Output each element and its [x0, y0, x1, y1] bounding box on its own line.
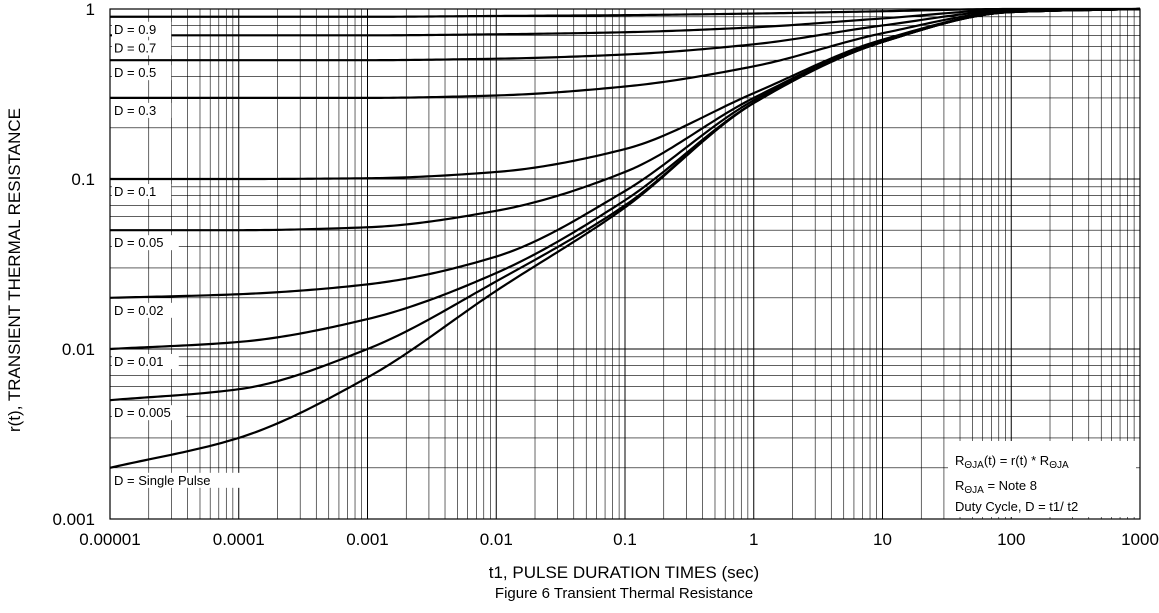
y-axis-title: r(t), TRANSIENT THERMAL RESISTANCE — [5, 108, 24, 432]
x-tick-label: 0.1 — [613, 530, 637, 549]
series-label: D = 0.5 — [114, 65, 156, 80]
series-label: D = 0.7 — [114, 40, 156, 55]
note-sub-thetaja-3: ΘJA — [964, 485, 984, 496]
series-curve — [110, 7, 1141, 62]
x-tick-label: 0.01 — [480, 530, 513, 549]
series-label-background — [112, 102, 172, 118]
note-sub-thetaja-2: ΘJA — [1049, 460, 1069, 471]
series-label-background — [112, 235, 179, 251]
series-label-background — [112, 21, 172, 37]
series-curve — [110, 7, 1141, 99]
x-tick-label: 10 — [873, 530, 892, 549]
series-label: D = 0.01 — [114, 354, 164, 369]
series-label: D = 0.3 — [114, 103, 156, 118]
series-labels: D = 0.9 D = 0.7 D = 0.5 D = 0.3 D = 0.1 D = 0… — [112, 21, 240, 488]
series-label-background — [112, 405, 187, 421]
x-tick-label: 100 — [997, 530, 1025, 549]
series-label: D = 0.005 — [114, 405, 171, 420]
notes-box: RΘJA(t) = r(t) * RΘJA RΘJA = Note 8 Duty… — [948, 441, 1136, 517]
y-tick-label: 0.001 — [52, 510, 95, 529]
series-label-background — [112, 472, 240, 488]
notes-background — [948, 441, 1136, 517]
figure-caption: Figure 6 Transient Thermal Resistance — [495, 585, 753, 602]
y-tick-label: 0.1 — [71, 170, 95, 189]
grid-lines — [110, 9, 1140, 519]
note-r-symbol-2: R — [955, 478, 964, 493]
series-label: D = 0.1 — [114, 184, 156, 199]
x-tick-label: 0.001 — [346, 530, 389, 549]
note-r-symbol: R — [955, 453, 964, 468]
y-tick-labels: 0.001 0.01 0.1 1 — [52, 0, 95, 529]
series-label: D = Single Pulse — [114, 473, 210, 488]
series-label-background — [112, 65, 172, 81]
series-label-background — [112, 354, 179, 369]
plot-frame — [109, 8, 1141, 520]
series-label: D = 0.05 — [114, 235, 164, 250]
note-duty-cycle: Duty Cycle, D = t1/ t2 — [955, 499, 1078, 514]
note-sub-thetaja: ΘJA — [964, 460, 984, 471]
series-curve — [110, 7, 1141, 37]
series-label-background — [112, 302, 179, 318]
x-tick-labels: 0.00001 0.0001 0.001 0.01 0.1 1 10 100 1000 — [79, 530, 1159, 549]
x-axis-title: t1, PULSE DURATION TIMES (sec) — [489, 563, 759, 582]
x-tick-label: 0.0001 — [213, 530, 265, 549]
series-label-background — [112, 40, 172, 56]
series-label: D = 0.02 — [114, 303, 164, 318]
series-curve — [109, 7, 1141, 469]
note-formula-mid: (t) = r(t) * R — [984, 453, 1049, 468]
y-tick-label: 1 — [86, 0, 95, 19]
note-rtheta-source: RΘJA = Note 8 — [955, 478, 1037, 496]
note-source-text: = Note 8 — [984, 478, 1037, 493]
x-tick-label: 1 — [749, 530, 758, 549]
x-tick-label: 1000 — [1121, 530, 1159, 549]
note-rtheta-formula: RΘJA(t) = r(t) * RΘJA — [955, 453, 1069, 471]
y-tick-label: 0.01 — [62, 340, 95, 359]
x-tick-label: 0.00001 — [79, 530, 140, 549]
series-label: D = 0.9 — [114, 22, 156, 37]
series-label-background — [112, 184, 172, 199]
